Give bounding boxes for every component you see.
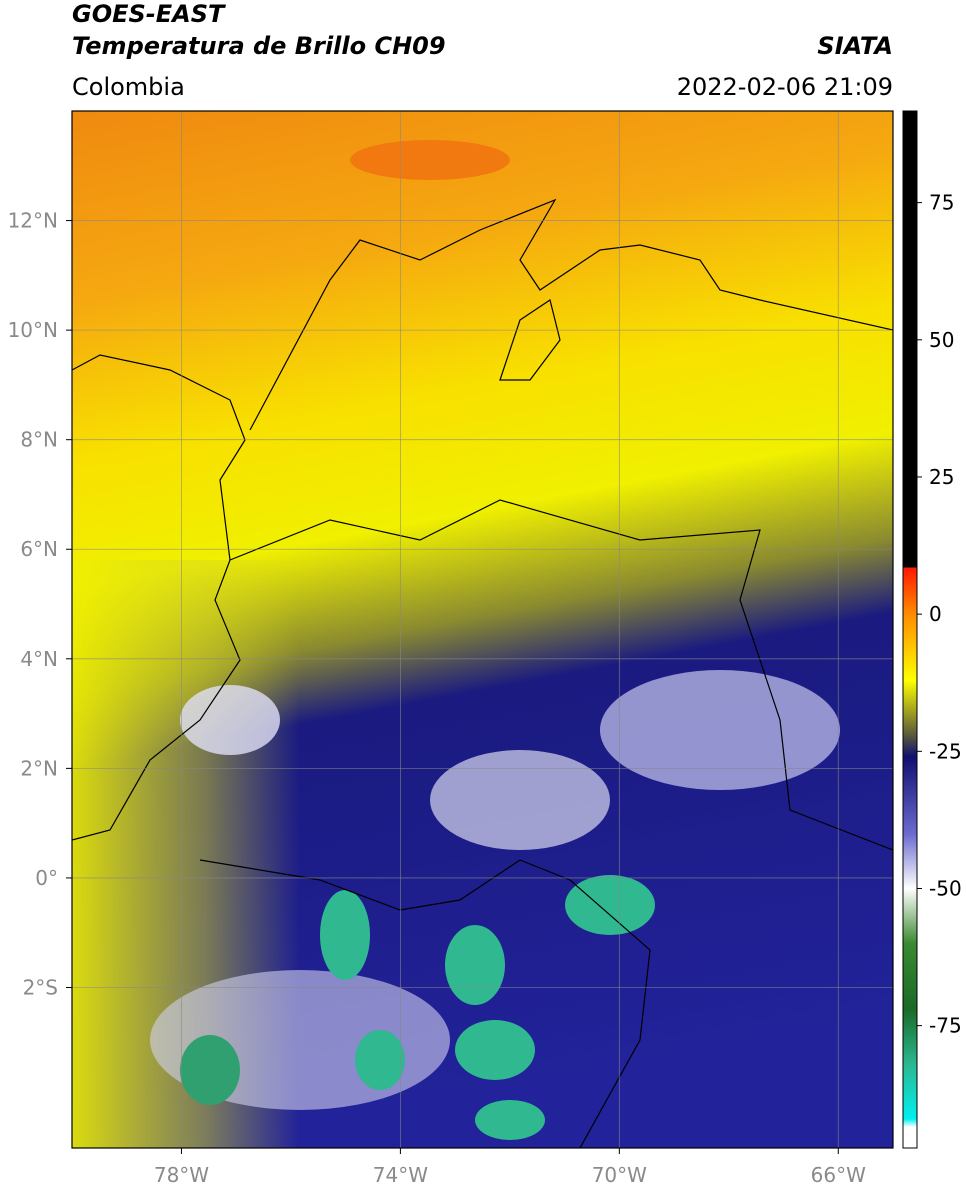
colorbar-tick-label: 50 (929, 328, 954, 352)
region: Colombia (72, 73, 185, 101)
y-tick-label: 4°N (20, 647, 58, 671)
datetime: 2022-02-06 21:09 (677, 73, 893, 101)
borders (72, 198, 893, 1148)
cold-top (445, 925, 505, 1005)
title: GOES-EAST (72, 0, 226, 28)
cold-top (355, 1030, 405, 1090)
colorbar-tick-label: 0 (929, 602, 942, 626)
colorbar-tick-label: 75 (929, 191, 954, 215)
colorbar-tick-label: -75 (929, 1014, 962, 1038)
axis-ticks: 78°W 74°W 70°W 66°W 12°N 10°N 8°N 6°N 4°N 2°N 0° 2°… (8, 209, 867, 1187)
colorbar-tick-label: -25 (929, 739, 962, 763)
x-tick-label: 70°W (592, 1163, 647, 1187)
colorbar-tick-label: 25 (929, 465, 954, 489)
cloud (430, 750, 610, 850)
satellite-image (72, 111, 893, 1148)
cloud (180, 685, 280, 755)
y-tick-label: 10°N (8, 318, 58, 342)
x-tick-label: 74°W (373, 1163, 428, 1187)
warm-area (350, 140, 510, 180)
y-tick-label: 2°N (20, 756, 58, 780)
cold-top (475, 1100, 545, 1140)
map-frame (71, 110, 894, 1149)
subtitle: Temperatura de Brillo CH09 (72, 32, 446, 60)
x-tick-label: 66°W (811, 1163, 866, 1187)
cold-top (320, 890, 370, 980)
y-tick-label: 0° (35, 866, 58, 890)
colorbar: 75 50 25 0 -25 -50 -75 (902, 110, 962, 1149)
grid (72, 111, 893, 1148)
cloud (600, 670, 840, 790)
y-tick-label: 2°S (23, 975, 58, 999)
y-tick-label: 12°N (8, 209, 58, 233)
y-tick-label: 8°N (20, 428, 58, 452)
colorbar-tick-label: -50 (929, 876, 962, 900)
source: SIATA (817, 32, 893, 60)
cold-top (455, 1020, 535, 1080)
cold-top (565, 875, 655, 935)
cold-top (180, 1035, 240, 1105)
colorbar-fill (902, 110, 918, 1149)
x-tick-label: 78°W (154, 1163, 209, 1187)
y-tick-label: 6°N (20, 537, 58, 561)
